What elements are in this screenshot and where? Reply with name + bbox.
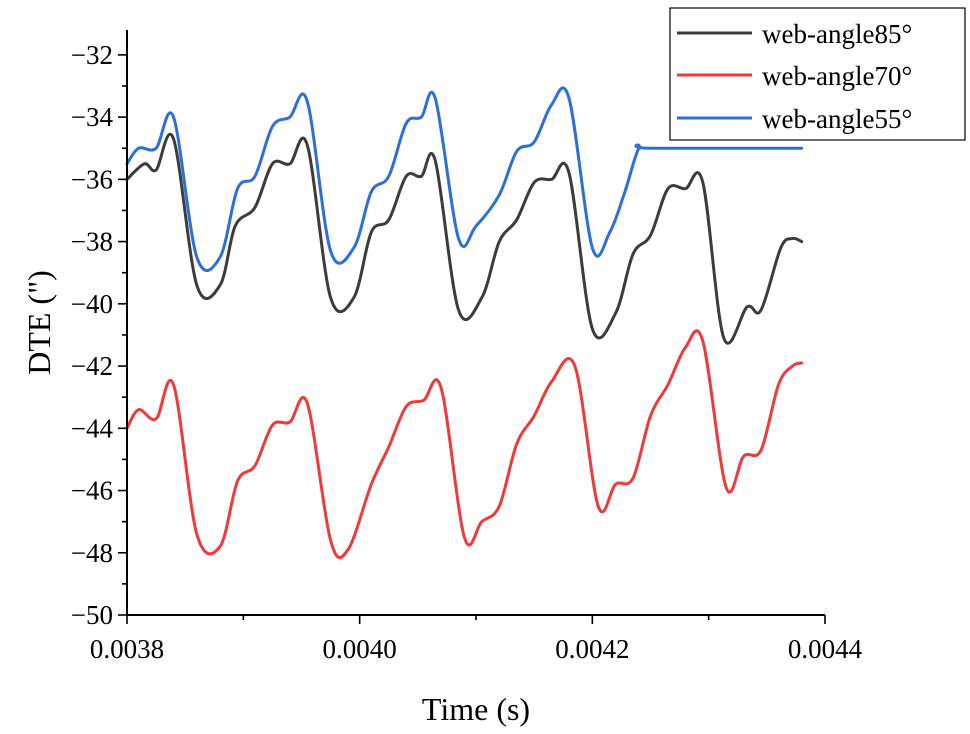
y-axis-title: DTE (") [21, 270, 57, 375]
y-tick-label: −38 [71, 227, 113, 257]
y-tick-label: −32 [71, 40, 113, 70]
x-tick-label: 0.0040 [323, 634, 397, 664]
series-line-web-angle85 [125, 133, 804, 345]
y-tick-label: −40 [71, 289, 113, 319]
x-tick-label: 0.0042 [555, 634, 629, 664]
legend: web-angle85° web-angle70° web-angle55° [669, 7, 966, 141]
series-line-web-angle55 [125, 86, 804, 272]
y-tick-label: −44 [71, 413, 114, 443]
legend-label: web-angle55° [762, 104, 912, 134]
legend-label: web-angle85° [762, 19, 912, 49]
ticks: −50 −48 −46 −44 −42 −40 −38 −36 −34 −32 0.0038 0.00… [71, 40, 863, 664]
legend-label: web-angle70° [762, 61, 912, 91]
y-tick-label: −42 [71, 351, 113, 381]
y-tick-label: −46 [71, 476, 113, 506]
series-lines [125, 86, 804, 560]
y-tick-label: −48 [71, 538, 113, 568]
y-tick-label: −50 [71, 600, 113, 630]
x-tick-label: 0.0044 [788, 634, 863, 664]
y-tick-label: −34 [71, 102, 114, 132]
series-line-web-angle70 [125, 329, 804, 560]
y-tick-label: −36 [71, 164, 113, 194]
x-tick-label: 0.0038 [90, 634, 164, 664]
x-axis-title: Time (s) [422, 691, 530, 727]
